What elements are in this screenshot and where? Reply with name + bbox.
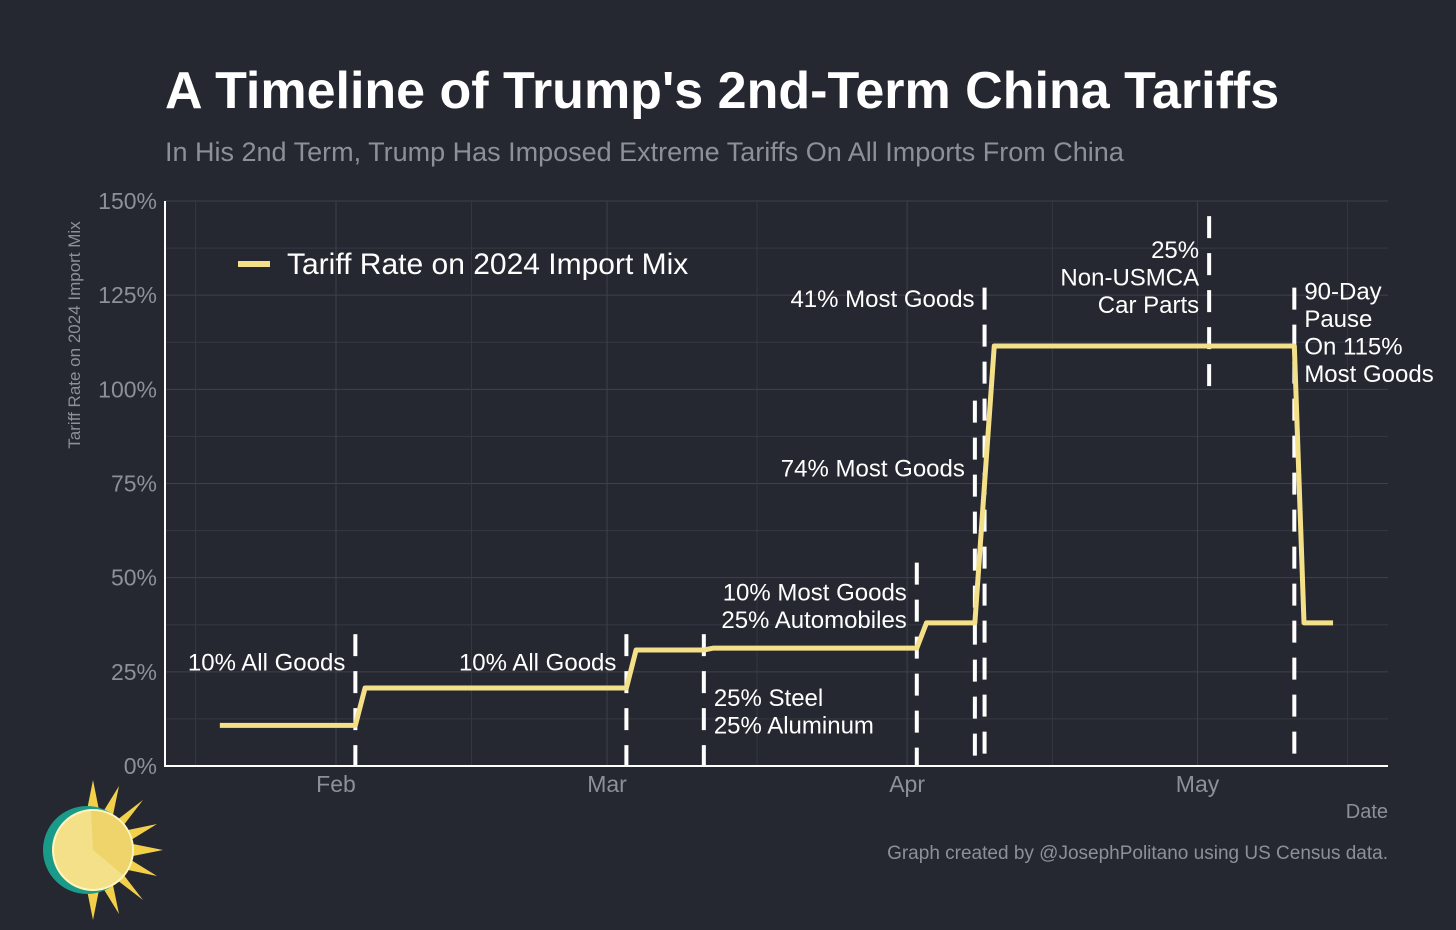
event-annotation: Car Parts xyxy=(1098,292,1199,319)
y-tick-label: 100% xyxy=(98,376,157,402)
series-line-tariff-rate xyxy=(219,343,1334,728)
y-tick-label: 75% xyxy=(111,471,157,497)
event-annotation: Non-USMCA xyxy=(1060,264,1199,291)
y-tick-label: 0% xyxy=(124,753,157,779)
legend-label: Tariff Rate on 2024 Import Mix xyxy=(287,248,688,281)
y-tick-label: 150% xyxy=(98,188,157,214)
x-axis-label: Date xyxy=(1346,801,1388,823)
legend: Tariff Rate on 2024 Import Mix xyxy=(238,248,688,281)
x-tick-label: Apr xyxy=(889,771,925,797)
y-tick-label: 50% xyxy=(111,565,157,591)
event-annotation: On 115% xyxy=(1304,333,1402,360)
event-annotation: 25% Automobiles xyxy=(721,607,906,634)
event-annotation: Most Goods xyxy=(1304,361,1433,388)
chart-title: A Timeline of Trump's 2nd-Term China Tar… xyxy=(165,62,1279,120)
event-annotation: 10% Most Goods xyxy=(723,580,907,607)
grid xyxy=(165,200,1388,767)
event-annotation: 74% Most Goods xyxy=(781,455,965,482)
x-tick-label: Feb xyxy=(316,771,356,797)
sun-logo-icon xyxy=(43,780,163,920)
event-annotation: 41% Most Goods xyxy=(790,286,974,313)
y-axis-label: Tariff Rate on 2024 Import Mix xyxy=(65,221,84,449)
chart-subtitle: In His 2nd Term, Trump Has Imposed Extre… xyxy=(165,137,1125,167)
y-tick-label: 125% xyxy=(98,282,157,308)
event-annotation: 25% Aluminum xyxy=(714,713,874,740)
footer-credit: Graph created by @JosephPolitano using U… xyxy=(887,843,1388,864)
event-annotation: 10% All Goods xyxy=(188,649,345,676)
x-tick-label: Mar xyxy=(587,771,627,797)
event-annotation: Pause xyxy=(1304,306,1372,333)
series-layer xyxy=(219,343,1334,728)
event-annotation: 25% xyxy=(1151,237,1199,264)
x-tick-label: May xyxy=(1176,771,1220,797)
axes: 0% 25% 50% 75% 100% 125% 150% Feb Mar Apr May xyxy=(98,188,1388,797)
event-annotation: 90-Day xyxy=(1304,278,1381,305)
event-annotation: 25% Steel xyxy=(714,685,823,712)
event-annotation: 10% All Goods xyxy=(459,649,616,676)
y-tick-label: 25% xyxy=(111,659,157,685)
